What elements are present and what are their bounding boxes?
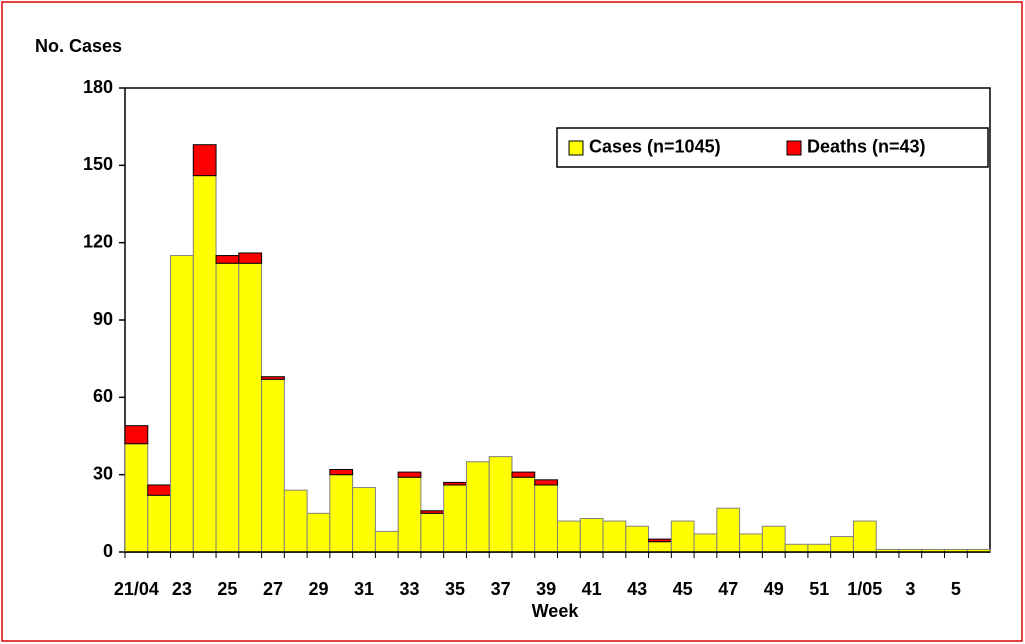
x-tick-label: 33 bbox=[400, 579, 420, 599]
x-tick-label: 51 bbox=[809, 579, 829, 599]
case-bar bbox=[352, 487, 376, 553]
case-bar bbox=[170, 255, 194, 553]
case-bar bbox=[443, 484, 467, 553]
case-bar bbox=[784, 543, 809, 553]
x-tick-label: 23 bbox=[172, 579, 192, 599]
case-bar bbox=[830, 536, 854, 553]
x-tick-label: 21/04 bbox=[114, 579, 159, 599]
case-bar bbox=[625, 525, 650, 553]
case-bar bbox=[215, 262, 240, 553]
case-bar bbox=[261, 378, 285, 553]
x-tick-label: 35 bbox=[445, 579, 465, 599]
case-bar bbox=[534, 484, 558, 553]
death-bar bbox=[261, 376, 285, 380]
case-bar bbox=[306, 512, 331, 553]
death-bar bbox=[511, 471, 536, 478]
y-tick-label: 120 bbox=[83, 231, 113, 251]
case-bar bbox=[420, 512, 445, 553]
case-bar bbox=[670, 520, 695, 553]
case-bar bbox=[147, 494, 172, 553]
legend-swatch bbox=[786, 140, 802, 156]
x-tick-label: 45 bbox=[673, 579, 693, 599]
y-axis-label: No. Cases bbox=[35, 36, 122, 56]
death-bar bbox=[397, 471, 422, 478]
case-bar bbox=[716, 507, 741, 553]
x-tick-label: 3 bbox=[905, 579, 915, 599]
case-bar bbox=[557, 520, 581, 553]
case-bar bbox=[739, 533, 763, 553]
death-bar bbox=[420, 510, 445, 514]
x-tick-label: 41 bbox=[582, 579, 602, 599]
y-tick-label: 180 bbox=[83, 77, 113, 97]
x-tick-label: 1/05 bbox=[847, 579, 882, 599]
case-bar bbox=[761, 525, 786, 553]
y-tick-label: 30 bbox=[93, 463, 113, 483]
x-tick-label: 5 bbox=[951, 579, 961, 599]
case-bar bbox=[397, 476, 422, 553]
death-bar bbox=[534, 479, 558, 486]
legend-swatch bbox=[568, 140, 584, 156]
legend-box bbox=[556, 127, 989, 168]
case-bar bbox=[852, 520, 877, 553]
case-bar bbox=[693, 533, 718, 553]
case-bar bbox=[238, 262, 263, 553]
y-tick-label: 0 bbox=[103, 541, 113, 561]
legend-label: Deaths (n=43) bbox=[807, 136, 926, 156]
x-tick-label: 43 bbox=[627, 579, 647, 599]
y-tick-label: 150 bbox=[83, 154, 113, 174]
case-bar bbox=[488, 456, 513, 553]
case-bar bbox=[374, 530, 399, 553]
death-bar bbox=[192, 144, 217, 177]
death-bar bbox=[147, 484, 172, 496]
case-bar bbox=[511, 476, 536, 553]
case-bar bbox=[192, 175, 217, 553]
legend-label: Cases (n=1045) bbox=[589, 136, 721, 156]
death-bar bbox=[238, 252, 263, 264]
x-tick-label: 29 bbox=[308, 579, 328, 599]
x-tick-label: 37 bbox=[491, 579, 511, 599]
y-tick-label: 60 bbox=[93, 386, 113, 406]
case-bar bbox=[465, 461, 490, 553]
x-axis-label: Week bbox=[532, 601, 580, 621]
x-tick-label: 39 bbox=[536, 579, 556, 599]
case-bar bbox=[807, 543, 832, 553]
case-bar bbox=[124, 443, 149, 553]
x-tick-label: 47 bbox=[718, 579, 738, 599]
death-bar bbox=[124, 425, 149, 445]
x-tick-label: 25 bbox=[217, 579, 237, 599]
case-bar bbox=[579, 517, 604, 553]
death-bar bbox=[443, 481, 467, 486]
death-bar bbox=[648, 538, 672, 543]
case-bar bbox=[329, 474, 354, 553]
case-bar bbox=[283, 489, 308, 553]
case-bar bbox=[602, 520, 627, 553]
x-tick-label: 49 bbox=[764, 579, 784, 599]
death-bar bbox=[215, 255, 240, 264]
case-bar bbox=[648, 541, 672, 553]
x-tick-label: 27 bbox=[263, 579, 283, 599]
x-tick-label: 31 bbox=[354, 579, 374, 599]
death-bar bbox=[329, 469, 354, 476]
y-tick-label: 90 bbox=[93, 309, 113, 329]
